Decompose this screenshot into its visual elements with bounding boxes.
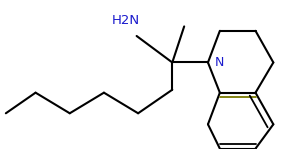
Text: H2N: H2N	[112, 14, 140, 27]
Text: N: N	[215, 56, 224, 69]
